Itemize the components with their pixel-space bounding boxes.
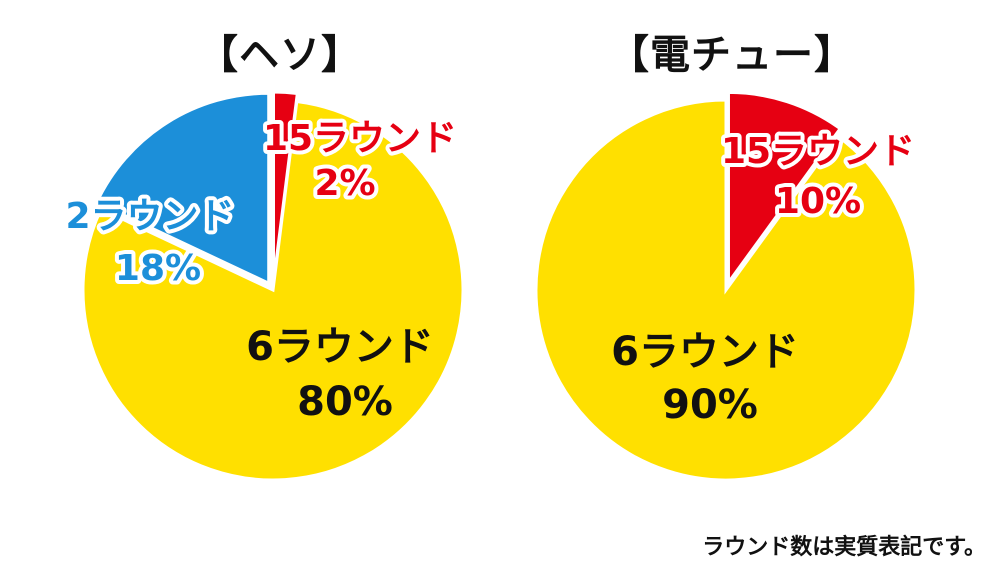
pie0-slice-1 — [94, 91, 271, 286]
footnote: ラウンド数は実質表記です。 — [702, 535, 986, 560]
pie0-slice-0 — [81, 99, 465, 482]
pie0-slice-2-value-label: 2% — [314, 163, 375, 204]
pie1-slice-1-value-label: 10% — [775, 181, 861, 222]
pie0-slice-1-value-label: 18% — [115, 248, 201, 289]
pie0-slice-0-value-label: 80% — [297, 379, 393, 425]
pie1-slice-1-name-label: 15ラウンド — [721, 131, 915, 172]
pie0-slice-1-name-label: 2ラウンド — [65, 196, 234, 237]
pie0-slice-0-name-label: 6ラウンド — [246, 324, 434, 370]
pie0-slice-2-name-label: 15ラウンド — [263, 118, 457, 159]
chart-title-heso: 【ヘソ】 — [198, 32, 362, 78]
pie1-slice-1 — [726, 90, 843, 288]
pie1-slice-0-value-label: 90% — [662, 382, 758, 428]
pie1-slice-0 — [534, 98, 918, 482]
pie1-slice-0-name-label: 6ラウンド — [611, 329, 799, 375]
chart-title-denchu: 【電チュー】 — [609, 32, 855, 78]
